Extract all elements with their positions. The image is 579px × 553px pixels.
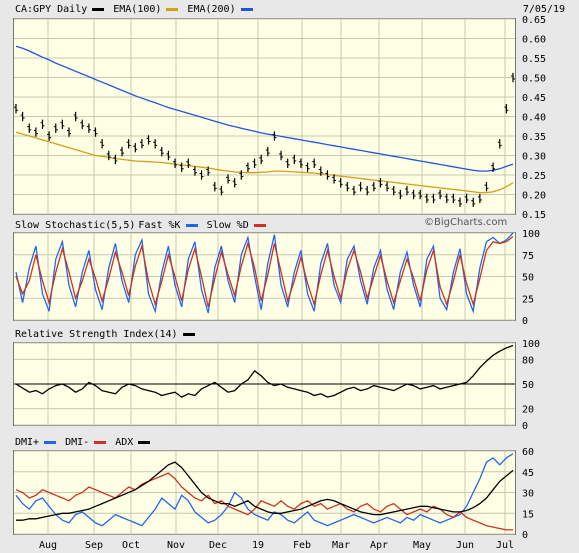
x-tick-label: Feb (293, 540, 311, 551)
fastk-label: Fast %K (138, 220, 181, 231)
x-tick-label: Mar (332, 540, 350, 551)
y-tick-label: 0.25 (522, 171, 546, 182)
y-tick-label: 0.50 (522, 74, 546, 85)
y-tick-label: 100 (522, 339, 540, 350)
dmi-header: DMI+ DMI- ADX (15, 437, 156, 448)
date-label: 7/05/19 (522, 4, 565, 15)
y-tick-label: 30 (522, 489, 534, 500)
y-tick-label: 0.65 (522, 15, 546, 26)
symbol-label: CA:GPY Daily (15, 4, 88, 15)
dmiplus-label: DMI+ (15, 437, 40, 448)
rsi-header: Relative Strength Index(14) (15, 329, 201, 340)
rsi-title: Relative Strength Index(14) (15, 329, 178, 340)
y-tick-label: 50 (522, 273, 534, 284)
x-tick-label: May (413, 540, 431, 551)
slowd-label: Slow %D (206, 220, 249, 231)
price-panel-header: CA:GPY Daily EMA(100) EMA(200) (15, 4, 259, 15)
y-tick-label: 80 (522, 355, 534, 366)
series-line-relative-strength-index-14- (15, 344, 514, 398)
adx-label: ADX (115, 437, 134, 448)
y-tick-label: 50 (522, 380, 534, 391)
series-line-adx (16, 461, 514, 521)
fastk-swatch (185, 224, 198, 227)
y-tick-label: 0.15 (522, 210, 546, 221)
x-tick-label: Apr (370, 540, 388, 551)
x-tick-label: Sep (85, 540, 103, 551)
slowd-swatch (253, 224, 266, 227)
dmiminus-label: DMI- (65, 437, 90, 448)
stochastic-title: Slow Stochastic(5,5) (15, 220, 136, 231)
y-tick-label: 0.45 (522, 93, 546, 104)
y-tick-label: 25 (522, 294, 534, 305)
y-tick-label: 20 (522, 405, 534, 416)
x-tick-label: Jul (496, 540, 514, 551)
series-line-ema-200- (15, 45, 514, 172)
x-tick-label: Nov (167, 540, 185, 551)
x-tick-label: Oct (122, 540, 140, 551)
y-tick-label: 0 (522, 421, 528, 432)
y-tick-label: 0.35 (522, 132, 546, 143)
y-tick-label: 0.40 (522, 113, 546, 124)
series-line-dmi- (15, 472, 513, 531)
watermark: ©BigCharts.com (424, 217, 508, 228)
y-tick-label: 60 (522, 447, 534, 458)
ema100-swatch (166, 8, 179, 11)
y-tick-label: 0 (522, 530, 528, 541)
y-tick-label: 0.55 (522, 54, 546, 65)
ema200-label: EMA(200) (187, 4, 236, 15)
series-line-slow-d (15, 235, 514, 308)
series-line-fast-k (15, 232, 514, 314)
ema100-label: EMA(100) (113, 4, 162, 15)
y-tick-label: 15 (522, 509, 534, 520)
series-line-dmi- (15, 453, 514, 527)
adx-swatch (138, 441, 151, 444)
y-tick-label: 0.30 (522, 152, 546, 163)
x-tick-label: 19 (252, 540, 264, 551)
y-tick-label: 75 (522, 251, 534, 262)
series-line-ema-100- (15, 131, 514, 194)
x-tick-label: Dec (209, 540, 227, 551)
stochastic-header: Slow Stochastic(5,5) Fast %K Slow %D (15, 220, 272, 231)
price-swatch (92, 8, 105, 11)
y-tick-label: 100 (522, 229, 540, 240)
y-tick-label: 0.60 (522, 35, 546, 46)
x-tick-label: Aug (39, 540, 57, 551)
ema200-swatch (240, 8, 253, 11)
dmiminus-swatch (94, 441, 107, 444)
y-tick-label: 0.20 (522, 191, 546, 202)
dmiplus-swatch (44, 441, 57, 444)
y-tick-label: 0 (522, 316, 528, 327)
y-tick-label: 45 (522, 468, 534, 479)
x-tick-label: Jun (456, 540, 474, 551)
rsi-swatch (182, 333, 195, 336)
